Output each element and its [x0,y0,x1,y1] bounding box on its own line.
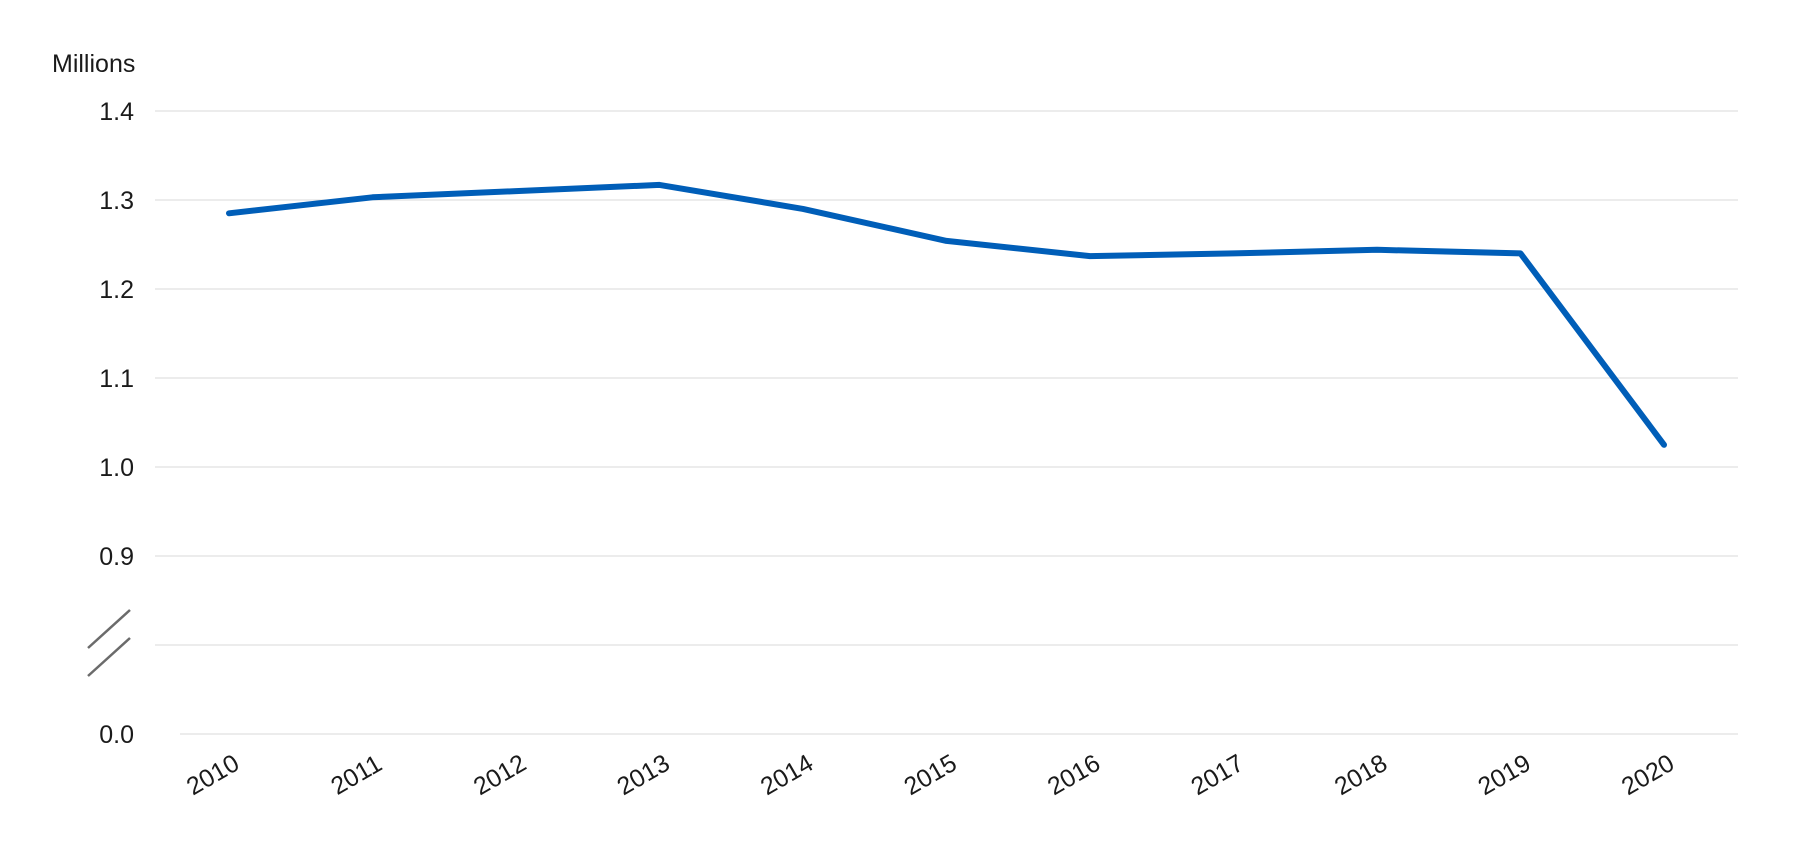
series-layer [226,181,1667,448]
data-point-2020 [1661,442,1667,448]
y-axis-unit-label: Millions [52,50,135,78]
data-point-2017 [1231,250,1237,256]
y-tick-label-1.3: 1.3 [99,187,134,215]
x-tick-label-2010: 2010 [182,749,244,801]
data-point-2010 [226,210,232,216]
x-tick-label-2018: 2018 [1330,749,1392,801]
y-tick-label-1.0: 1.0 [99,454,134,482]
axis-break-marker [87,609,131,677]
x-tick-label-2017: 2017 [1186,749,1248,801]
data-point-2013 [657,182,663,188]
y-axis-tick-labels: 0.0 0.9 1.0 1.1 1.2 1.3 1.4 [99,98,134,749]
data-point-2014 [800,206,806,212]
x-tick-label-2019: 2019 [1473,749,1535,801]
data-point-2018 [1374,247,1380,253]
x-tick-label-2014: 2014 [756,749,818,801]
data-point-2019 [1518,250,1524,256]
series-line-1 [226,181,1667,448]
y-tick-label-0.9: 0.9 [99,543,134,571]
x-tick-label-2012: 2012 [469,749,531,801]
x-tick-label-2013: 2013 [612,749,674,801]
gridlines [155,110,1738,735]
y-tick-label-1.2: 1.2 [99,276,134,304]
y-tick-label-1.1: 1.1 [99,365,134,393]
axis-break-stroke-1 [87,609,131,649]
data-point-2015 [944,238,950,244]
x-axis-tick-labels: 2010 2011 2012 2013 2014 2015 2016 2017 2018 2019… [182,749,1679,801]
data-point-2012 [513,188,519,194]
x-tick-label-2020: 2020 [1617,749,1679,801]
y-tick-label-1.4: 1.4 [99,98,134,126]
x-tick-label-2016: 2016 [1043,749,1105,801]
data-point-2011 [370,194,376,200]
data-point-2016 [1087,253,1093,259]
axis-break-stroke-2 [87,637,131,677]
x-tick-label-2011: 2011 [326,750,387,801]
x-tick-label-2015: 2015 [899,749,961,801]
y-tick-label-0.0: 0.0 [99,721,134,749]
